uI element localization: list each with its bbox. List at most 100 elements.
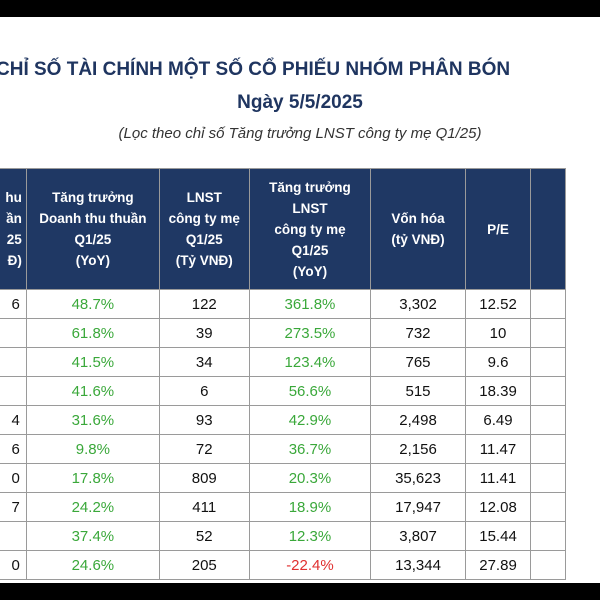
header-row: hu ần 25 Đ) Tăng trưởng Doanh thu thuần Q1/25…	[0, 168, 566, 290]
cell-pe: 10	[464, 318, 532, 348]
cell-pe: 9.6	[464, 347, 532, 377]
cell-revenue-growth: 48.7%	[25, 289, 160, 319]
table-row: 4 31.6% 93 42.9% 2,498 6.49	[0, 405, 566, 435]
header-extra	[530, 168, 566, 290]
cell-profit-growth: 20.3%	[248, 463, 372, 493]
header-revenue-growth: Tăng trưởng Doanh thu thuần Q1/25 (YoY)	[25, 168, 160, 290]
table-row: 61.8% 39 273.5% 732 10	[0, 318, 566, 348]
table-row: 37.4% 52 12.3% 3,807 15.44	[0, 521, 566, 551]
cell-revenue: 0	[0, 463, 27, 493]
cell-pe: 12.52	[464, 289, 532, 319]
document-date: Ngày 5/5/2025	[237, 92, 363, 113]
cell-revenue: 4	[0, 405, 27, 435]
cell-pe: 12.08	[464, 492, 532, 522]
cell-extra	[530, 376, 566, 406]
cell-market-cap: 2,156	[370, 434, 466, 464]
cell-profit-growth: 123.4%	[248, 347, 372, 377]
cell-extra	[530, 318, 566, 348]
header-profit: LNST công ty mẹ Q1/25 (Tỷ VNĐ)	[158, 168, 250, 290]
cell-profit: 205	[158, 550, 250, 580]
cell-pe: 18.39	[464, 376, 532, 406]
cell-market-cap: 3,807	[370, 521, 466, 551]
table-row: 6 9.8% 72 36.7% 2,156 11.47	[0, 434, 566, 464]
table-row: 0 24.6% 205 -22.4% 13,344 27.89	[0, 550, 566, 580]
cell-extra	[530, 521, 566, 551]
cell-pe: 11.47	[464, 434, 532, 464]
header-pe: P/E	[464, 168, 532, 290]
cell-market-cap: 515	[370, 376, 466, 406]
header-profit-growth: Tăng trưởng LNST công ty mẹ Q1/25 (YoY)	[248, 168, 372, 290]
cell-extra	[530, 289, 566, 319]
cell-profit: 34	[158, 347, 250, 377]
cell-revenue: 6	[0, 289, 27, 319]
cell-extra	[530, 405, 566, 435]
cell-profit-growth: 18.9%	[248, 492, 372, 522]
table-row: 41.6% 6 56.6% 515 18.39	[0, 376, 566, 406]
cell-revenue-growth: 41.5%	[25, 347, 160, 377]
cell-revenue-growth: 9.8%	[25, 434, 160, 464]
cell-profit-growth: -22.4%	[248, 550, 372, 580]
cell-profit: 411	[158, 492, 250, 522]
cell-revenue: 6	[0, 434, 27, 464]
cell-revenue-growth: 41.6%	[25, 376, 160, 406]
cell-profit-growth: 12.3%	[248, 521, 372, 551]
header-revenue-text: hu ần 25 Đ)	[5, 190, 22, 268]
cell-revenue-growth: 37.4%	[25, 521, 160, 551]
table-body: 6 48.7% 122 361.8% 3,302 12.52 61.8% 39 273.5% 73…	[0, 289, 566, 580]
cell-market-cap: 35,623	[370, 463, 466, 493]
cell-extra	[530, 550, 566, 580]
cell-profit-growth: 36.7%	[248, 434, 372, 464]
cell-extra	[530, 492, 566, 522]
cell-revenue	[0, 376, 27, 406]
table-row: 0 17.8% 809 20.3% 35,623 11.41	[0, 463, 566, 493]
cell-profit-growth: 361.8%	[248, 289, 372, 319]
cell-profit: 39	[158, 318, 250, 348]
financial-table: hu ần 25 Đ) Tăng trưởng Doanh thu thuần Q1/25…	[0, 168, 566, 580]
cell-profit: 6	[158, 376, 250, 406]
table-row: 7 24.2% 411 18.9% 17,947 12.08	[0, 492, 566, 522]
header-revenue: hu ần 25 Đ)	[0, 168, 27, 290]
cell-profit: 122	[158, 289, 250, 319]
cell-extra	[530, 463, 566, 493]
cell-market-cap: 765	[370, 347, 466, 377]
cell-revenue-growth: 61.8%	[25, 318, 160, 348]
title-text: CHỈ SỐ TÀI CHÍNH MỘT SỐ CỔ PHIẾU NHÓM PH…	[0, 59, 511, 80]
cell-revenue-growth: 31.6%	[25, 405, 160, 435]
cell-revenue	[0, 347, 27, 377]
header-market-cap-text: Vốn hóa (tỷ VNĐ)	[391, 211, 445, 247]
cell-profit: 52	[158, 521, 250, 551]
cell-profit: 93	[158, 405, 250, 435]
cell-market-cap: 3,302	[370, 289, 466, 319]
filter-note: (Lọc theo chỉ số Tăng trưởng LNST công t…	[118, 125, 482, 142]
document-frame: CHỈ SỐ TÀI CHÍNH MỘT SỐ CỔ PHIẾU NHÓM PH…	[0, 17, 600, 583]
cell-revenue-growth: 17.8%	[25, 463, 160, 493]
cell-profit-growth: 42.9%	[248, 405, 372, 435]
cell-profit-growth: 273.5%	[248, 318, 372, 348]
header-pe-text: P/E	[487, 221, 509, 237]
header-profit-growth-text: Tăng trưởng LNST công ty mẹ Q1/25 (YoY)	[269, 179, 351, 279]
cell-revenue-growth: 24.6%	[25, 550, 160, 580]
cell-market-cap: 17,947	[370, 492, 466, 522]
cell-market-cap: 13,344	[370, 550, 466, 580]
header-market-cap: Vốn hóa (tỷ VNĐ)	[370, 168, 466, 290]
header-profit-text: LNST công ty mẹ Q1/25 (Tỷ VNĐ)	[168, 190, 240, 268]
cell-pe: 27.89	[464, 550, 532, 580]
cell-pe: 6.49	[464, 405, 532, 435]
cell-extra	[530, 434, 566, 464]
cell-profit-growth: 56.6%	[248, 376, 372, 406]
cell-revenue	[0, 521, 27, 551]
cell-pe: 11.41	[464, 463, 532, 493]
cell-pe: 15.44	[464, 521, 532, 551]
cell-profit: 72	[158, 434, 250, 464]
header-revenue-growth-text: Tăng trưởng Doanh thu thuần Q1/25 (YoY)	[39, 190, 147, 268]
cell-market-cap: 2,498	[370, 405, 466, 435]
cell-revenue: 0	[0, 550, 27, 580]
cell-profit: 809	[158, 463, 250, 493]
cell-revenue-growth: 24.2%	[25, 492, 160, 522]
cell-extra	[530, 347, 566, 377]
cell-market-cap: 732	[370, 318, 466, 348]
cell-revenue: 7	[0, 492, 27, 522]
cell-revenue	[0, 318, 27, 348]
table-row: 41.5% 34 123.4% 765 9.6	[0, 347, 566, 377]
table-row: 6 48.7% 122 361.8% 3,302 12.52	[0, 289, 566, 319]
